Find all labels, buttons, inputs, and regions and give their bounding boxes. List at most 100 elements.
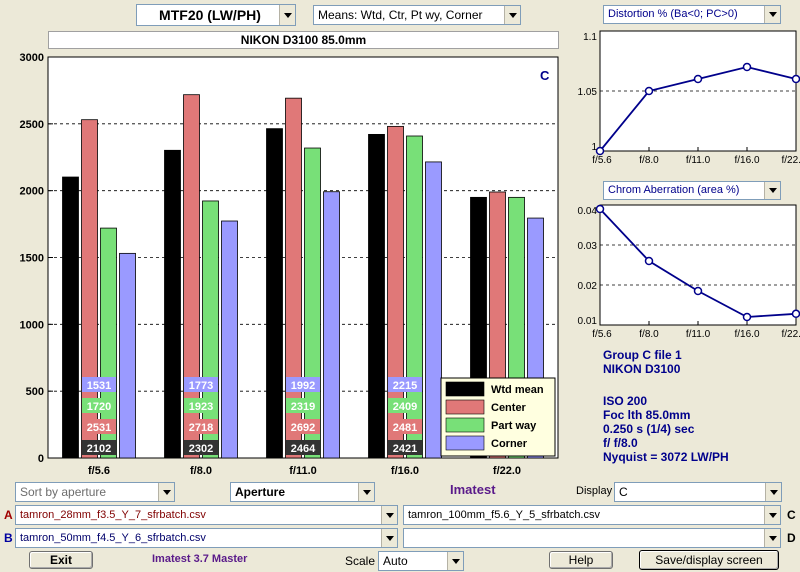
chrom-select-value: Chrom Aberration (area %) bbox=[608, 184, 740, 196]
data-label-bg bbox=[184, 419, 218, 434]
save-display-screen-button[interactable]: Save/display screen bbox=[639, 550, 779, 570]
data-label: 1531 bbox=[87, 380, 111, 392]
file-a-value: tamron_28mm_f3.5_Y_7_sfrbatch.csv bbox=[20, 509, 206, 521]
legend-label: Corner bbox=[491, 438, 528, 450]
y-tick-label: 0.04 bbox=[578, 206, 598, 217]
info-nyquist: Nyquist = 3072 LW/PH bbox=[603, 450, 729, 464]
bar bbox=[221, 220, 238, 459]
data-label: 2102 bbox=[87, 443, 111, 455]
x-tick-label: f/16.0 bbox=[391, 465, 419, 477]
data-point bbox=[693, 74, 703, 84]
data-label: 2215 bbox=[393, 380, 417, 392]
legend-label: Center bbox=[491, 402, 527, 414]
data-label-bg bbox=[184, 377, 218, 392]
file-b-select[interactable]: tamron_50mm_f4.5_Y_6_sfrbatch.csv bbox=[15, 528, 398, 548]
file-d-letter: D bbox=[787, 531, 796, 545]
info-panel: Group C file 1 NIKON D3100 ISO 200 Foc l… bbox=[603, 348, 729, 464]
data-label: 2531 bbox=[87, 422, 111, 434]
legend-label: Part way bbox=[491, 420, 537, 432]
y-tick-label: 2000 bbox=[20, 186, 44, 198]
bar bbox=[425, 161, 442, 459]
data-label-bg bbox=[82, 419, 116, 434]
version-label: Imatest 3.7 Master bbox=[152, 553, 248, 565]
legend-swatch bbox=[445, 435, 485, 451]
chevron-down-icon bbox=[504, 6, 520, 24]
bar bbox=[62, 176, 79, 459]
chevron-down-icon bbox=[158, 483, 174, 501]
data-point bbox=[644, 256, 654, 266]
display-label: Display bbox=[576, 485, 613, 497]
legend-label: Wtd mean bbox=[491, 384, 544, 396]
help-button[interactable]: Help bbox=[549, 551, 613, 569]
file-c-value: tamron_100mm_f5.6_Y_5_sfrbatch.csv bbox=[408, 509, 600, 521]
data-label-bg bbox=[388, 440, 422, 455]
x-tick-label: f/8.0 bbox=[190, 465, 212, 477]
file-c-letter: C bbox=[787, 508, 796, 522]
sort-select-value: Sort by aperture bbox=[20, 485, 107, 499]
file-d-select[interactable] bbox=[403, 528, 781, 548]
x-tick-label: f/8.0 bbox=[639, 155, 659, 166]
data-label: 2302 bbox=[189, 443, 213, 455]
data-label-bg bbox=[286, 377, 320, 392]
data-point bbox=[693, 286, 703, 296]
info-fstop: f/ f/8.0 bbox=[603, 436, 638, 450]
data-label-bg bbox=[184, 398, 218, 413]
data-point bbox=[595, 204, 605, 214]
info-focal: Foc lth 85.0mm bbox=[603, 408, 691, 422]
x-tick-label: f/16.0 bbox=[734, 329, 759, 340]
display-select-value: C bbox=[619, 485, 628, 499]
bar bbox=[266, 128, 283, 459]
info-iso: ISO 200 bbox=[603, 394, 648, 408]
data-label-bg bbox=[286, 398, 320, 413]
scale-select[interactable]: Auto bbox=[378, 551, 464, 571]
x-tick-label: f/11.0 bbox=[289, 465, 317, 477]
data-point bbox=[742, 312, 752, 322]
sort-select[interactable]: Sort by aperture bbox=[15, 482, 175, 502]
chrom-aberration-select[interactable]: Chrom Aberration (area %) bbox=[603, 181, 781, 200]
chevron-down-icon bbox=[381, 506, 397, 524]
data-label-bg bbox=[286, 419, 320, 434]
file-a-select[interactable]: tamron_28mm_f3.5_Y_7_sfrbatch.csv bbox=[15, 505, 398, 525]
bar bbox=[183, 94, 200, 459]
data-label-bg bbox=[184, 440, 218, 455]
bar bbox=[119, 252, 136, 459]
metric-select-value: MTF20 (LW/PH) bbox=[159, 7, 261, 23]
info-group: Group C file 1 bbox=[603, 348, 682, 362]
legend-swatch bbox=[445, 399, 485, 415]
means-select-value: Means: Wtd, Ctr, Pt wy, Corner bbox=[318, 8, 483, 22]
y-tick-label: 0.03 bbox=[578, 241, 598, 252]
data-label: 1720 bbox=[87, 401, 111, 413]
metric-select[interactable]: MTF20 (LW/PH) bbox=[136, 4, 296, 26]
x-tick-label: f/11.0 bbox=[686, 155, 711, 166]
distortion-select[interactable]: Distortion % (Ba<0; PC>0) bbox=[603, 5, 781, 24]
display-select[interactable]: C bbox=[614, 482, 782, 502]
info-shutter: 0.250 s (1/4) sec bbox=[603, 422, 695, 436]
file-a-letter: A bbox=[4, 508, 13, 522]
y-tick-label: 2500 bbox=[20, 119, 44, 131]
y-tick-label: 1000 bbox=[20, 319, 44, 331]
chevron-down-icon bbox=[764, 182, 780, 199]
xaxis-select[interactable]: Aperture bbox=[230, 482, 375, 502]
chevron-down-icon bbox=[764, 506, 780, 524]
file-c-select[interactable]: tamron_100mm_f5.6_Y_5_sfrbatch.csv bbox=[403, 505, 781, 525]
legend-swatch bbox=[445, 417, 485, 433]
data-label-bg bbox=[82, 398, 116, 413]
y-tick-label: 1.1 bbox=[583, 32, 597, 43]
bar bbox=[368, 133, 385, 459]
x-tick-label: f/22.0 bbox=[493, 465, 521, 477]
data-label: 2464 bbox=[291, 443, 316, 455]
x-tick-label: f/16.0 bbox=[734, 155, 759, 166]
chrom-aberration-line-chart: 0.01 0.02 0.03 0.04 f/5.6 f/8.0 f/11.0 f/16.0 f/… bbox=[578, 204, 800, 340]
chevron-down-icon bbox=[279, 5, 295, 25]
bar bbox=[81, 119, 98, 459]
chevron-down-icon bbox=[381, 529, 397, 547]
data-label-bg bbox=[286, 440, 320, 455]
means-select[interactable]: Means: Wtd, Ctr, Pt wy, Corner bbox=[313, 5, 521, 25]
bar bbox=[202, 200, 219, 459]
data-label: 2718 bbox=[189, 422, 213, 434]
exit-button[interactable]: Exit bbox=[29, 551, 93, 569]
y-tick-label: 1 bbox=[591, 142, 597, 153]
x-tick-label: f/5.6 bbox=[592, 155, 612, 166]
x-tick-label: f/22.0 bbox=[781, 155, 800, 166]
x-tick-label: f/5.6 bbox=[592, 329, 612, 340]
